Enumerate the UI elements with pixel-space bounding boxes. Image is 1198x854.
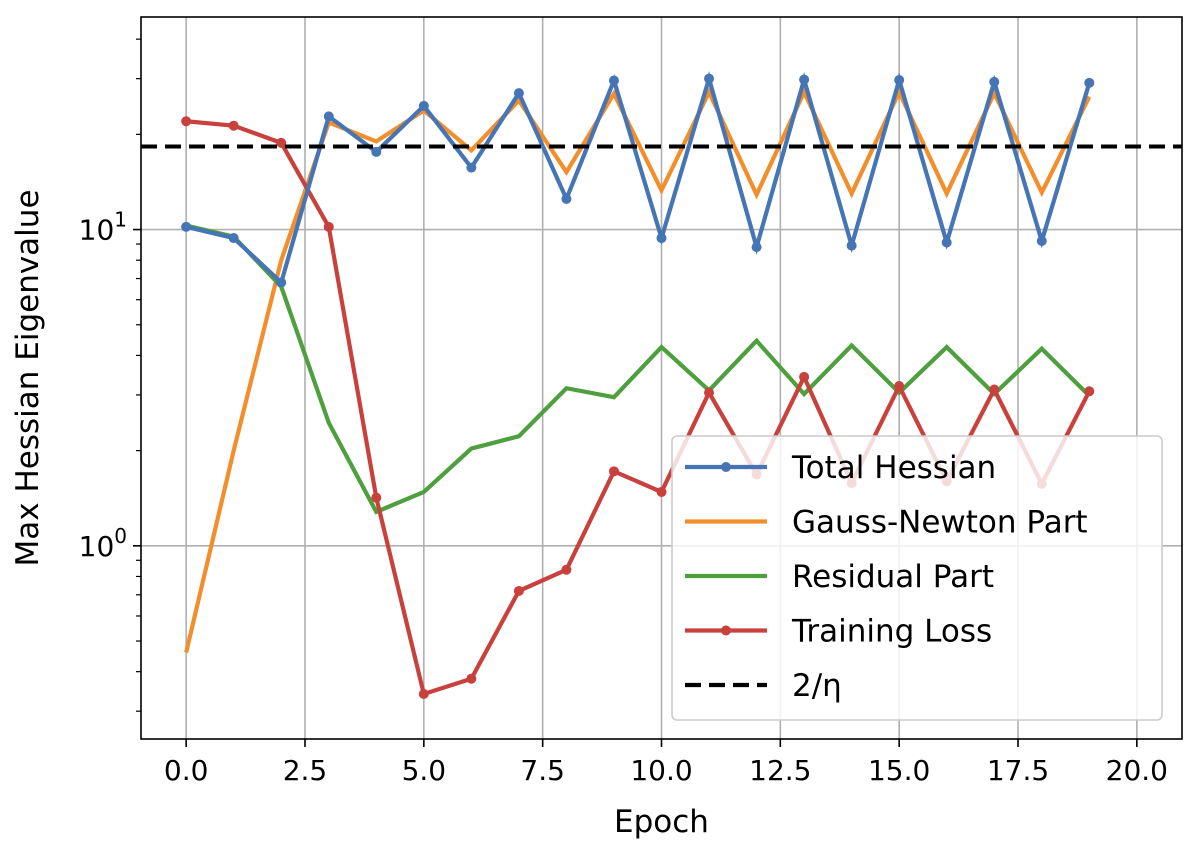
data-point-total-hessian (656, 233, 667, 244)
data-point-total-hessian (276, 277, 287, 288)
data-point-total-hessian (181, 221, 192, 232)
data-point-training-loss (989, 384, 1000, 395)
data-point-total-hessian (513, 88, 524, 99)
legend-marker-total-hessian (721, 462, 731, 472)
x-tick-label: 5.0 (402, 754, 447, 787)
series-line-total-hessian (185, 71, 1092, 287)
legend-label-training-loss: Training Loss (791, 614, 992, 650)
series-line-residual-part (185, 223, 1091, 515)
y-tick-label: 100 (79, 524, 127, 563)
data-point-total-hessian (894, 75, 905, 86)
data-point-total-hessian (989, 76, 1000, 87)
x-tick-label: 2.5 (283, 754, 328, 787)
data-point-total-hessian (466, 162, 477, 173)
data-point-training-loss (466, 673, 477, 684)
x-tick-label: 20.0 (1106, 754, 1168, 787)
legend: Total Hessian Gauss-Newton Part Residual P… (671, 435, 1163, 721)
data-point-training-loss (1084, 386, 1095, 397)
data-point-training-loss (799, 371, 810, 382)
data-point-training-loss (228, 120, 239, 131)
data-point-training-loss (418, 688, 429, 699)
legend-box (671, 435, 1163, 721)
data-point-training-loss (608, 466, 619, 477)
data-point-total-hessian (751, 242, 762, 253)
data-point-training-loss (276, 137, 287, 148)
x-tick-label: 0.0 (164, 754, 209, 787)
legend-label-2: 2/η (792, 668, 842, 704)
x-tick-label: 7.5 (520, 754, 565, 787)
ticks: 0.0 2.5 5.0 7.5 10.0 12.5 15.0 17.5 20.0 100 101 (79, 38, 1168, 787)
data-point-training-loss (181, 116, 192, 127)
legend-label-residual-part: Residual Part (792, 559, 994, 595)
legend-marker-training-loss (721, 625, 731, 636)
data-point-total-hessian (799, 74, 810, 85)
legend-label-total-hessian: Total Hessian (791, 450, 996, 486)
data-point-training-loss (561, 564, 572, 575)
x-axis-label: Epoch (614, 804, 709, 840)
x-tick-label: 15.0 (868, 754, 930, 787)
data-point-total-hessian (371, 146, 382, 157)
x-tick-label: 12.5 (749, 754, 811, 787)
data-point-total-hessian (1084, 77, 1095, 88)
data-point-training-loss (323, 221, 334, 232)
x-tick-label: 17.5 (987, 754, 1049, 787)
y-tick-label: 101 (79, 208, 127, 247)
data-point-total-hessian (1036, 236, 1047, 247)
data-point-total-hessian (704, 73, 715, 84)
x-tick-label: 10.0 (630, 754, 692, 787)
data-point-total-hessian (228, 233, 239, 244)
y-axis-label: Max Hessian Eigenvalue (10, 189, 46, 566)
data-point-total-hessian (941, 237, 952, 248)
data-point-training-loss (513, 585, 524, 596)
data-point-total-hessian (418, 100, 429, 111)
data-point-total-hessian (608, 75, 619, 86)
legend-label-gauss-newton-part: Gauss-Newton Part (792, 505, 1088, 541)
data-point-training-loss (371, 492, 382, 503)
data-point-training-loss (656, 486, 667, 497)
data-point-training-loss (704, 387, 715, 398)
series-line-gauss-newton-part (184, 87, 1092, 653)
data-point-total-hessian (323, 111, 334, 122)
data-point-total-hessian (561, 193, 572, 204)
data-point-total-hessian (846, 240, 857, 251)
data-point-training-loss (894, 381, 905, 392)
